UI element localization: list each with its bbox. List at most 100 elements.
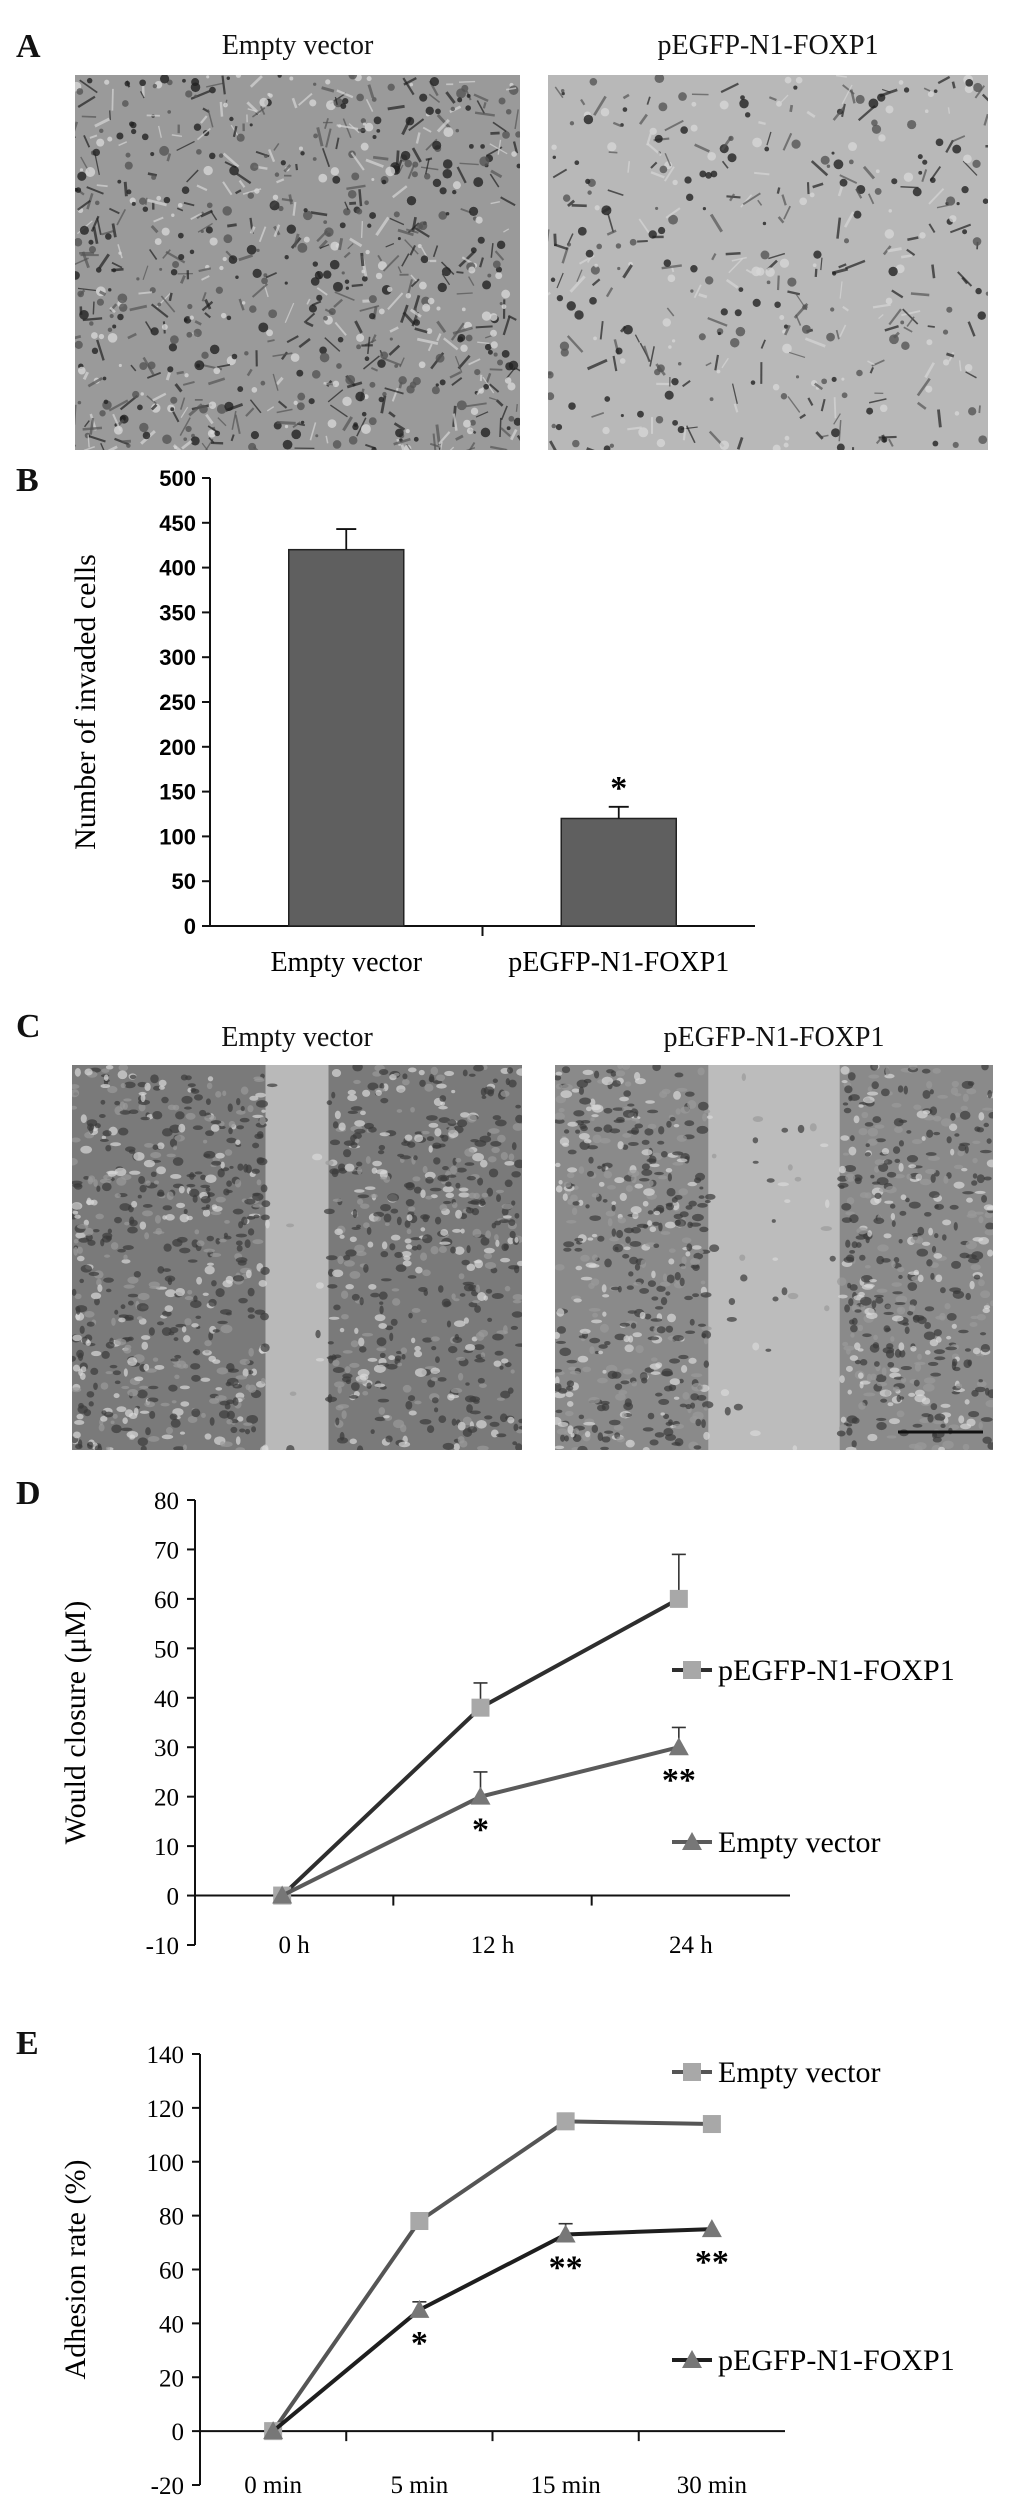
legend-entry: pEGFP-N1-FOXP1 — [718, 1654, 955, 1687]
significance-marker: ** — [695, 2244, 729, 2281]
y-tick-label: 60 — [159, 2258, 184, 2285]
y-tick-label: 40 — [154, 1686, 179, 1713]
y-tick-label: 300 — [159, 645, 196, 670]
data-point-triangle — [409, 2299, 430, 2318]
y-tick-label: 250 — [159, 690, 196, 715]
y-tick-label: 30 — [154, 1735, 179, 1762]
data-point-square — [410, 2212, 429, 2231]
panel-letter-e: E — [16, 2025, 39, 2062]
legend-entry: pEGFP-N1-FOXP1 — [718, 2344, 955, 2377]
y-tick-label: 350 — [159, 600, 196, 625]
panel-letter-a: A — [16, 28, 41, 65]
x-category-label: 5 min — [391, 2472, 449, 2499]
significance-marker: * — [610, 770, 627, 807]
y-tick-label: 50 — [154, 1636, 179, 1663]
significance-marker: ** — [549, 2249, 583, 2286]
micrograph-texture — [72, 1065, 522, 1450]
panel-b-bar-chart: 0 50 100 150 200 250 300 350 400 450 500 Empty vect… — [69, 466, 755, 978]
panel-a-title-right: pEGFP-N1-FOXP1 — [657, 30, 879, 61]
y-tick-label: 20 — [154, 1785, 179, 1812]
legend-marker-triangle — [682, 2350, 702, 2368]
y-tick-label: 100 — [147, 2150, 185, 2177]
panel-d-line-chart: -10 0 10 20 30 40 50 60 70 80 0 h 12 h 24 h pEGFP-N1-… — [59, 1488, 955, 1960]
data-point-triangle — [272, 1885, 293, 1904]
data-point-square — [556, 2112, 575, 2131]
panel-a-micrograph-empty-vector — [75, 75, 520, 450]
data-point-triangle — [555, 2224, 576, 2243]
wound-gap — [265, 1065, 329, 1450]
micrograph-cells — [75, 75, 520, 450]
data-point-triangle — [263, 2421, 284, 2440]
data-point-triangle — [701, 2219, 722, 2238]
y-axis-label: Number of invaded cells — [69, 554, 102, 850]
y-tick-label: 0 — [172, 2419, 185, 2446]
data-point-square — [471, 1698, 490, 1717]
series-line — [271, 2227, 712, 2433]
micrograph-cells — [72, 1065, 522, 1450]
y-tick-label: 10 — [154, 1834, 179, 1861]
micrograph-background — [75, 75, 520, 450]
micrograph-texture — [555, 1065, 993, 1450]
micrograph-cells — [548, 75, 988, 450]
x-category-label: Empty vector — [270, 947, 422, 978]
significance-marker: * — [411, 2325, 428, 2362]
y-tick-label: -20 — [151, 2473, 184, 2500]
significance-marker: ** — [662, 1762, 696, 1799]
panel-e-line-chart: -20 0 20 40 60 80 100 120 140 0 min 5 min 15 min 30 … — [59, 2042, 955, 2500]
series-line — [271, 2119, 712, 2433]
panel-c-title-right: pEGFP-N1-FOXP1 — [663, 1022, 885, 1053]
legend-marker-square — [683, 1661, 701, 1679]
micrograph-texture — [75, 75, 520, 450]
x-category-label: 30 min — [677, 2472, 748, 2499]
y-axis-label: Adhesion rate (%) — [59, 2160, 92, 2380]
x-category-label: 24 h — [669, 1932, 713, 1959]
panel-letter-c: C — [16, 1008, 41, 1045]
y-tick-label: 500 — [159, 466, 196, 491]
data-point-triangle — [668, 1737, 689, 1756]
y-tick-label: 140 — [147, 2042, 185, 2069]
y-axis-label: Would closure (μM) — [59, 1601, 92, 1845]
y-tick-label: 80 — [159, 2204, 184, 2231]
data-point-square — [669, 1589, 688, 1608]
y-tick-label: -10 — [146, 1933, 179, 1960]
micrograph-cells — [555, 1065, 993, 1450]
y-tick-label: 400 — [159, 556, 196, 581]
significance-marker: * — [472, 1812, 489, 1849]
legend-marker-square — [683, 2063, 701, 2081]
bar — [560, 817, 677, 927]
legend-entry: Empty vector — [718, 2056, 880, 2089]
x-category-label: 15 min — [531, 2472, 602, 2499]
data-point-square — [702, 2115, 721, 2134]
y-tick-label: 60 — [154, 1587, 179, 1614]
panel-a-micrograph-foxp1 — [548, 75, 988, 450]
y-tick-label: 40 — [159, 2311, 184, 2338]
y-tick-label: 20 — [159, 2365, 184, 2392]
micrograph-texture — [548, 75, 988, 450]
panel-letter-d: D — [16, 1475, 41, 1512]
y-tick-label: 0 — [184, 914, 196, 939]
panel-c-wound-image-empty-vector — [72, 1065, 522, 1450]
y-tick-label: 50 — [172, 869, 196, 894]
legend-marker-triangle — [682, 1832, 702, 1850]
y-tick-label: 120 — [147, 2096, 185, 2123]
x-category-label: 0 h — [279, 1932, 311, 1959]
panel-a-title-left: Empty vector — [221, 30, 374, 61]
y-tick-label: 80 — [154, 1488, 179, 1515]
y-tick-label: 70 — [154, 1537, 179, 1564]
wound-gap — [708, 1065, 840, 1450]
series-line — [280, 1597, 680, 1898]
y-tick-label: 150 — [159, 780, 196, 805]
x-category-label: 12 h — [471, 1932, 515, 1959]
panel-c-title-left: Empty vector — [221, 1022, 373, 1053]
y-tick-label: 0 — [167, 1884, 180, 1911]
x-category-label: 0 min — [244, 2472, 302, 2499]
bar — [288, 548, 405, 927]
y-tick-label: 200 — [159, 735, 196, 760]
data-point-triangle — [470, 1786, 491, 1805]
y-tick-label: 100 — [159, 824, 196, 849]
legend-entry: Empty vector — [718, 1826, 880, 1859]
panel-letter-b: B — [16, 462, 39, 499]
x-category-label: pEGFP-N1-FOXP1 — [508, 947, 729, 978]
y-tick-label: 450 — [159, 511, 196, 536]
panel-c-wound-image-foxp1 — [555, 1065, 993, 1450]
